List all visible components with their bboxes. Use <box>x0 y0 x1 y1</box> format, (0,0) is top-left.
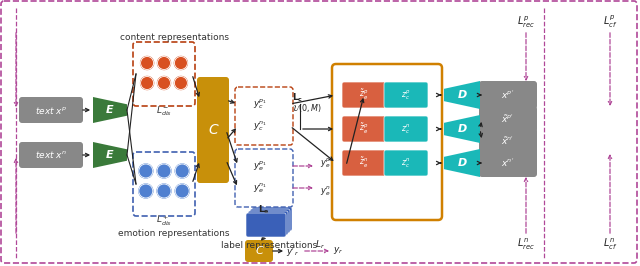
Text: emotion representations: emotion representations <box>118 228 230 238</box>
FancyBboxPatch shape <box>252 207 292 231</box>
Circle shape <box>175 184 189 198</box>
Text: $text\ x^n$: $text\ x^n$ <box>35 149 67 160</box>
Text: $z^n_c$: $z^n_c$ <box>401 156 411 170</box>
Text: $text\ x^p$: $text\ x^p$ <box>35 105 67 115</box>
FancyBboxPatch shape <box>248 211 288 235</box>
Polygon shape <box>444 115 480 143</box>
FancyBboxPatch shape <box>342 82 386 108</box>
FancyBboxPatch shape <box>197 77 229 183</box>
Circle shape <box>174 56 188 69</box>
Circle shape <box>157 184 171 198</box>
FancyBboxPatch shape <box>342 150 386 176</box>
Circle shape <box>139 164 153 178</box>
Text: $z^p_c$: $z^p_c$ <box>401 88 411 102</box>
Text: $y_r$: $y_r$ <box>333 246 343 256</box>
FancyBboxPatch shape <box>479 106 537 132</box>
Circle shape <box>157 77 170 89</box>
Text: $y^{n_1}_c$: $y^{n_1}_c$ <box>253 119 267 133</box>
Text: $L^p_{rec}$: $L^p_{rec}$ <box>517 14 535 30</box>
Polygon shape <box>93 142 127 168</box>
Circle shape <box>157 56 170 69</box>
Text: $x^{n'}$: $x^{n'}$ <box>501 157 515 169</box>
FancyBboxPatch shape <box>342 116 386 142</box>
Text: $L^n_{rec}$: $L^n_{rec}$ <box>517 236 535 252</box>
FancyBboxPatch shape <box>245 240 273 262</box>
Text: $\mathbf{L_c}$: $\mathbf{L_c}$ <box>292 92 303 104</box>
Circle shape <box>139 184 153 198</box>
FancyBboxPatch shape <box>384 82 428 108</box>
Text: E: E <box>106 150 114 160</box>
FancyBboxPatch shape <box>384 150 428 176</box>
Text: $y^p_e$: $y^p_e$ <box>320 156 331 170</box>
Text: $y^n_e$: $y^n_e$ <box>320 184 331 198</box>
Text: C: C <box>208 123 218 137</box>
Circle shape <box>157 164 171 178</box>
Text: $L^n_{cf}$: $L^n_{cf}$ <box>603 236 617 252</box>
FancyBboxPatch shape <box>384 116 428 142</box>
Text: $L^p_{cf}$: $L^p_{cf}$ <box>603 14 617 30</box>
Text: label representations: label representations <box>221 240 317 250</box>
FancyBboxPatch shape <box>479 81 537 109</box>
Text: D: D <box>458 124 467 134</box>
Text: $\mathbf{L_e}$: $\mathbf{L_e}$ <box>258 204 270 216</box>
Text: D: D <box>458 158 467 168</box>
FancyBboxPatch shape <box>246 213 286 237</box>
FancyBboxPatch shape <box>479 149 537 177</box>
Text: $\tilde{z}^n_e$: $\tilde{z}^n_e$ <box>360 156 369 170</box>
Circle shape <box>174 77 188 89</box>
FancyBboxPatch shape <box>479 128 537 154</box>
Circle shape <box>175 164 189 178</box>
Text: E: E <box>106 105 114 115</box>
FancyBboxPatch shape <box>19 97 83 123</box>
Text: $\mathcal{U}(0,M)$: $\mathcal{U}(0,M)$ <box>292 102 322 114</box>
Text: $L^-_{dis}$: $L^-_{dis}$ <box>156 104 172 118</box>
FancyBboxPatch shape <box>19 142 83 168</box>
FancyBboxPatch shape <box>250 209 290 233</box>
Text: $\tilde{z}^p_e$: $\tilde{z}^p_e$ <box>360 122 369 136</box>
Text: $x^{p'}$: $x^{p'}$ <box>501 89 515 101</box>
Polygon shape <box>444 149 480 177</box>
Circle shape <box>141 77 154 89</box>
Text: $\tilde{x}^{n'}$: $\tilde{x}^{n'}$ <box>502 135 515 147</box>
Text: $y'_r$: $y'_r$ <box>285 244 298 257</box>
Polygon shape <box>444 81 480 109</box>
Circle shape <box>141 56 154 69</box>
Text: $y^{p_1}_e$: $y^{p_1}_e$ <box>253 159 267 173</box>
Text: $z^n_c$: $z^n_c$ <box>401 122 411 136</box>
Text: C: C <box>255 246 263 256</box>
Text: D: D <box>458 90 467 100</box>
Text: $L_r$: $L_r$ <box>315 239 325 251</box>
Text: $\tilde{z}^p_e$: $\tilde{z}^p_e$ <box>360 88 369 102</box>
Text: $\tilde{x}^{p'}$: $\tilde{x}^{p'}$ <box>502 113 515 125</box>
Text: $L^+_{dis}$: $L^+_{dis}$ <box>156 214 172 228</box>
Polygon shape <box>93 97 127 123</box>
Text: $y^{p_1}_c$: $y^{p_1}_c$ <box>253 97 267 111</box>
Text: content representations: content representations <box>120 32 228 41</box>
Text: $y^{n_1}_e$: $y^{n_1}_e$ <box>253 181 267 195</box>
